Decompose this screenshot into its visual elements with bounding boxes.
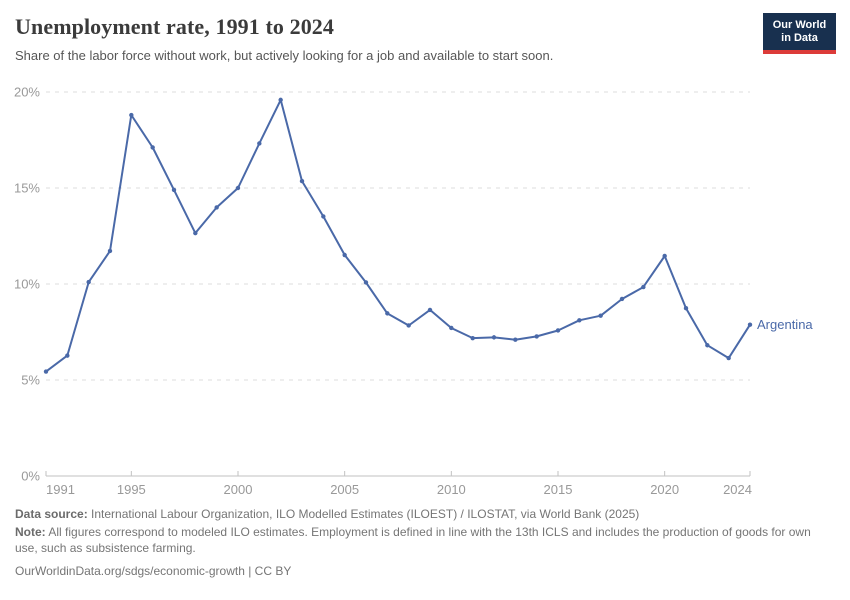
y-tick-label: 5%: [21, 373, 40, 388]
data-point: [406, 323, 411, 328]
chart-footer: Data source: International Labour Organi…: [15, 506, 835, 580]
x-tick-label: 2000: [224, 482, 253, 497]
data-point: [129, 112, 134, 118]
data-point: [449, 325, 454, 331]
data-point: [577, 318, 582, 323]
note-line: Note: All figures correspond to modeled …: [15, 524, 835, 557]
data-source-label: Data source:: [15, 507, 88, 521]
citation-line: OurWorldinData.org/sdgs/economic-growth …: [15, 563, 835, 580]
owid-logo-line1: Our World: [772, 19, 827, 31]
y-tick-label: 0%: [21, 469, 40, 484]
data-point: [641, 284, 646, 290]
series-label: Argentina: [757, 317, 813, 332]
chart-header: Unemployment rate, 1991 to 2024 Share of…: [15, 14, 750, 65]
data-source-line: Data source: International Labour Organi…: [15, 506, 835, 523]
data-point: [235, 185, 241, 191]
license-label: CC BY: [254, 563, 292, 578]
citation-separator: |: [244, 563, 255, 578]
data-point: [555, 328, 561, 333]
x-tick-label: 2005: [330, 482, 359, 497]
data-point: [171, 187, 177, 193]
y-tick-label: 20%: [14, 85, 40, 100]
data-point: [726, 355, 731, 361]
data-point: [321, 214, 326, 219]
data-point: [43, 369, 49, 374]
data-point: [747, 322, 753, 327]
data-point: [427, 307, 433, 313]
data-point: [619, 296, 625, 302]
x-tick-label: 2015: [544, 482, 573, 497]
owid-logo[interactable]: Our World in Data: [763, 13, 836, 54]
owid-logo-line2: in Data: [781, 32, 818, 44]
data-line: [45, 98, 751, 373]
data-point: [107, 248, 113, 254]
data-source-text: International Labour Organization, ILO M…: [87, 507, 640, 521]
data-point: [513, 337, 518, 342]
data-point: [342, 252, 347, 258]
data-point: [150, 145, 155, 150]
chart-url-link[interactable]: OurWorldinData.org/sdgs/economic-growth: [15, 563, 245, 578]
x-tick-label: 1995: [117, 482, 146, 497]
data-point: [257, 141, 262, 146]
data-point: [683, 305, 689, 311]
data-point: [363, 280, 369, 285]
y-tick-label: 15%: [14, 181, 40, 196]
data-point: [193, 230, 198, 236]
data-point: [534, 334, 539, 339]
x-tick-label: 2020: [650, 482, 679, 497]
data-point: [65, 353, 70, 358]
data-point: [598, 313, 603, 318]
data-point: [705, 343, 710, 348]
data-point: [278, 97, 283, 103]
data-point: [214, 205, 219, 210]
y-tick-label: 10%: [14, 277, 40, 292]
data-point: [470, 335, 475, 341]
data-point: [86, 279, 91, 285]
data-point: [662, 253, 667, 259]
x-tick-label: 2024: [723, 482, 752, 497]
data-point: [385, 311, 390, 316]
x-tick-label: 2010: [437, 482, 466, 497]
chart-subtitle: Share of the labor force without work, b…: [15, 48, 554, 64]
note-label: Note:: [15, 524, 46, 539]
data-point: [299, 178, 305, 184]
x-tick-label: 1991: [46, 482, 75, 497]
data-point: [491, 335, 497, 340]
chart-title: Unemployment rate, 1991 to 2024: [15, 14, 334, 39]
note-text: All figures correspond to modeled ILO es…: [15, 524, 811, 556]
